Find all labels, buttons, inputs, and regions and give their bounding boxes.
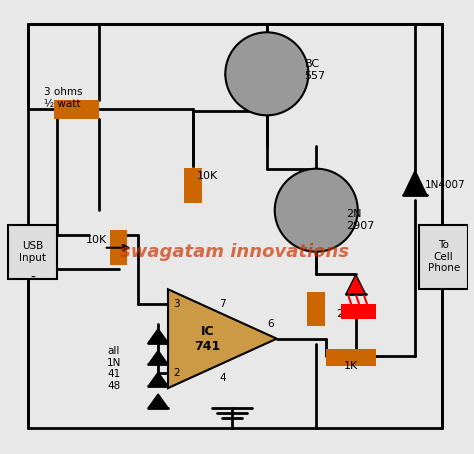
Text: USB
Input: USB Input <box>19 241 46 262</box>
Text: To
Cell
Phone: To Cell Phone <box>428 240 460 273</box>
Bar <box>419 225 468 289</box>
Text: 4: 4 <box>219 373 226 383</box>
Text: BC
557: BC 557 <box>304 59 326 81</box>
Bar <box>307 292 325 326</box>
Text: 2: 2 <box>173 368 180 378</box>
Circle shape <box>225 32 309 115</box>
Text: 3: 3 <box>173 299 180 309</box>
Text: 1N4007: 1N4007 <box>425 181 465 191</box>
Text: 3 ohms: 3 ohms <box>45 87 83 97</box>
Bar <box>341 304 375 319</box>
Polygon shape <box>346 274 365 294</box>
Polygon shape <box>168 289 277 388</box>
Bar <box>109 231 128 265</box>
Bar <box>326 349 375 366</box>
Text: 10K: 10K <box>86 235 108 245</box>
Text: 7: 7 <box>219 299 226 309</box>
Text: 6: 6 <box>267 319 273 329</box>
Bar <box>55 99 99 119</box>
Bar <box>8 225 57 279</box>
Polygon shape <box>148 350 168 365</box>
Text: ½ watt: ½ watt <box>45 99 81 109</box>
Text: all
1N
41
48: all 1N 41 48 <box>107 346 121 391</box>
Text: 1K: 1K <box>344 361 358 371</box>
Polygon shape <box>148 372 168 386</box>
Polygon shape <box>148 329 168 343</box>
Bar <box>184 168 201 203</box>
Text: 2N
2907: 2N 2907 <box>346 209 374 231</box>
Text: IC
741: IC 741 <box>194 325 221 353</box>
Text: 10K: 10K <box>197 171 218 181</box>
Text: 22K: 22K <box>336 309 357 319</box>
Text: swagatam innovations: swagatam innovations <box>119 243 349 261</box>
Polygon shape <box>148 394 168 408</box>
Polygon shape <box>403 171 427 195</box>
Text: -: - <box>30 271 35 284</box>
Circle shape <box>275 169 358 252</box>
